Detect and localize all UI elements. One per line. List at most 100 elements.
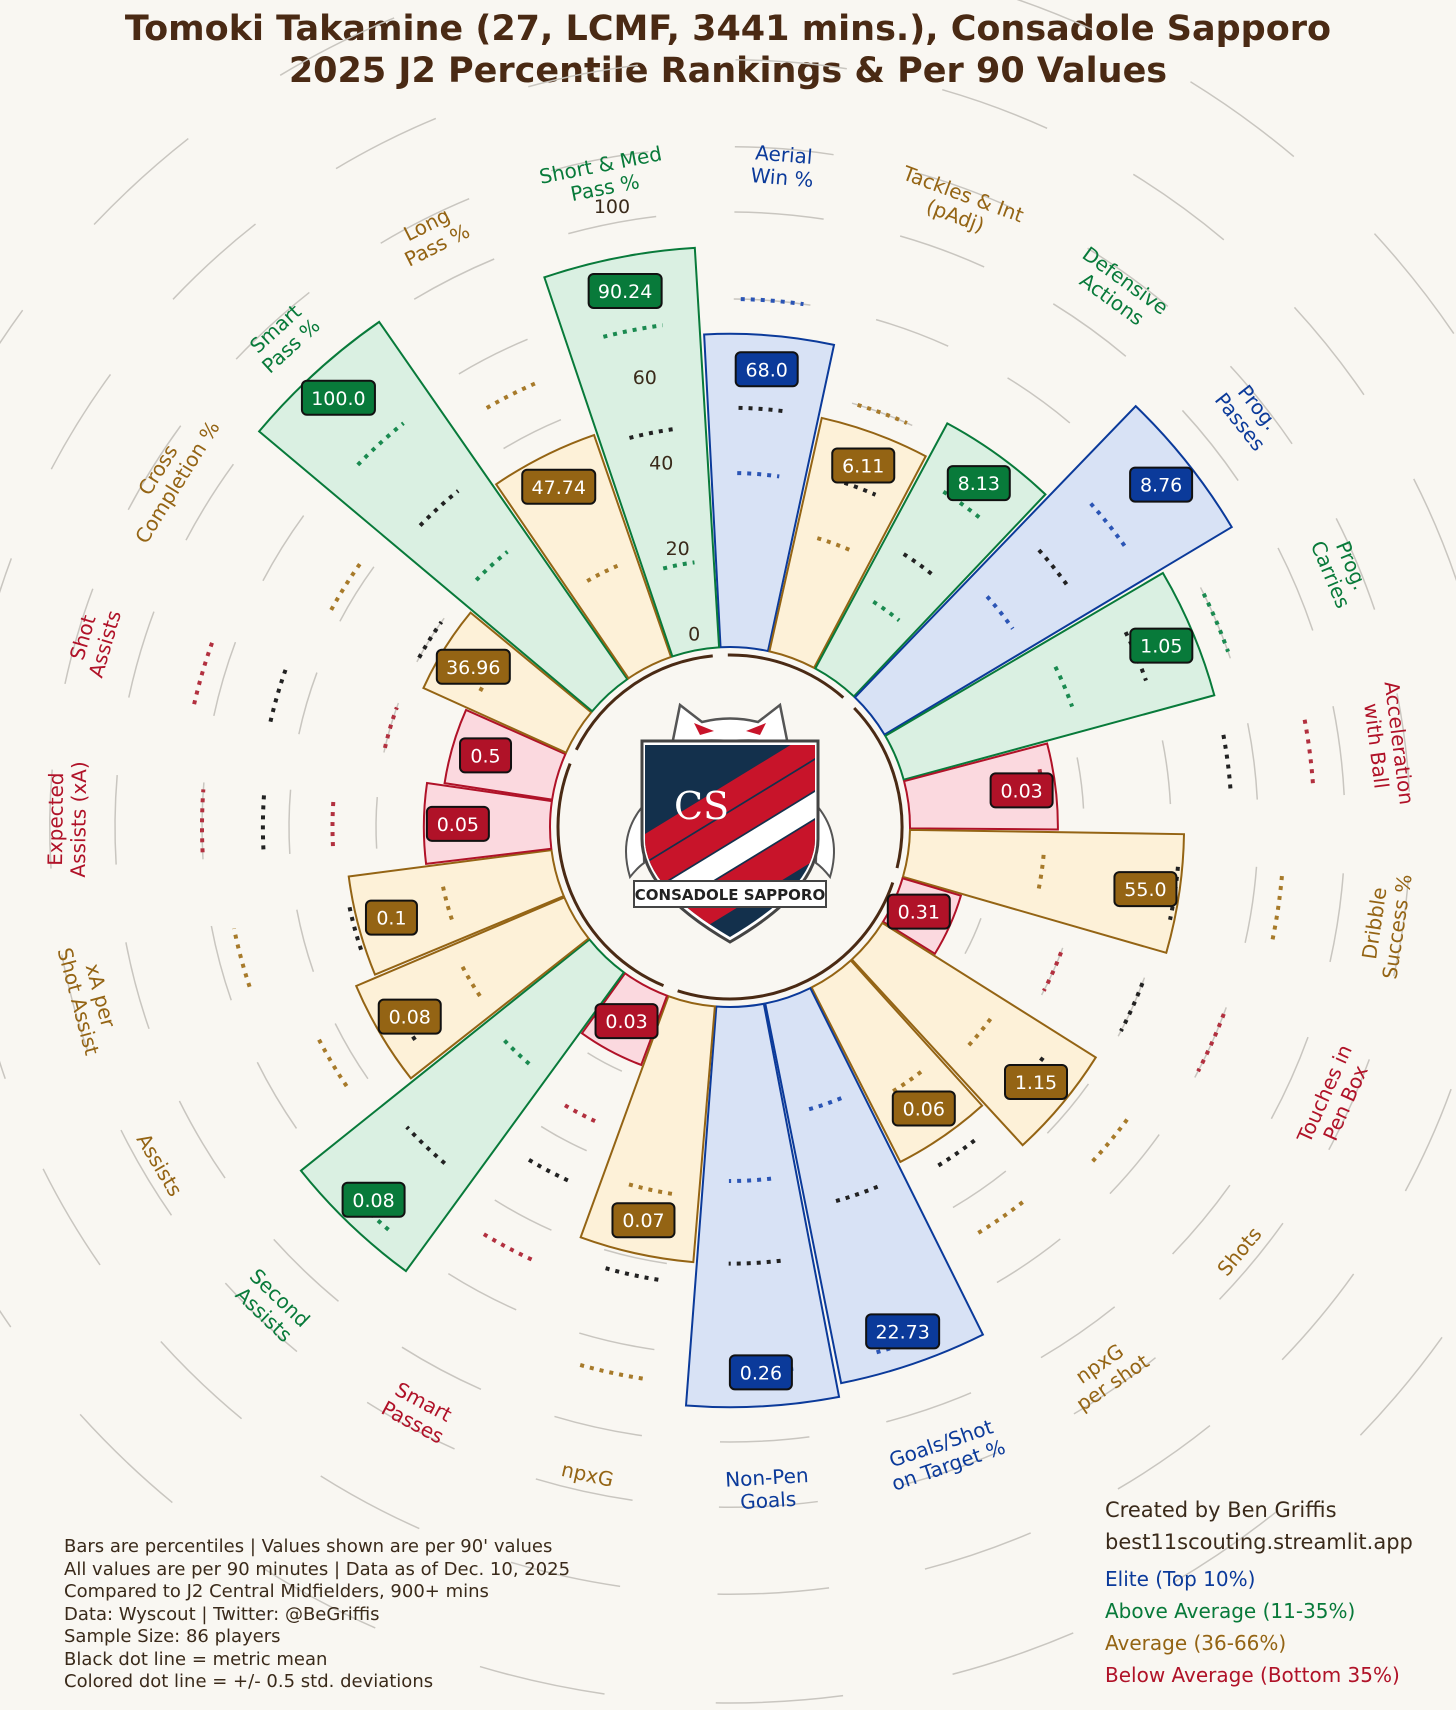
sd-dot-line bbox=[974, 1200, 1024, 1236]
grid-arc bbox=[1161, 740, 1172, 805]
grid-arc bbox=[296, 909, 315, 972]
value-text: 47.74 bbox=[532, 477, 586, 499]
grid-arc bbox=[1270, 1036, 1309, 1120]
sd-dot-line bbox=[577, 1362, 644, 1381]
sd-dot-line bbox=[330, 798, 336, 847]
grid-arc bbox=[335, 117, 437, 170]
metric-label-12: npxG bbox=[559, 1457, 616, 1492]
note-line: Colored dot line = +/- 0.5 std. deviatio… bbox=[64, 1671, 434, 1692]
sd-dot-line bbox=[459, 964, 482, 998]
grid-arc bbox=[494, 1199, 552, 1231]
grid-arc bbox=[279, 17, 395, 76]
note-line: Data: Wyscout | Twitter: @BeGriffis bbox=[64, 1603, 380, 1625]
grid-arc bbox=[1246, 723, 1259, 800]
mean-dot-line bbox=[417, 620, 444, 659]
grid-arc bbox=[554, 1415, 643, 1437]
grid-arc bbox=[719, 1436, 810, 1443]
grid-arc bbox=[64, 588, 94, 685]
grid-arc bbox=[0, 309, 24, 345]
grid-arc bbox=[1132, 173, 1225, 241]
grid-arc bbox=[528, 64, 639, 88]
grid-arc bbox=[735, 59, 847, 70]
grid-arc bbox=[224, 1282, 298, 1353]
grid-arc bbox=[235, 291, 310, 360]
sd-dot-line bbox=[1089, 502, 1129, 550]
grid-arc bbox=[1244, 866, 1258, 943]
group-arc bbox=[556, 763, 665, 988]
group-arc bbox=[677, 882, 895, 1001]
sd-dot-line bbox=[1201, 592, 1230, 653]
chart-title: Tomoki Takamine (27, LCMF, 3441 mins.), … bbox=[0, 8, 1456, 92]
grid-arc bbox=[49, 769, 53, 869]
grid-arc bbox=[899, 235, 985, 268]
mean-dot-line bbox=[628, 426, 677, 440]
grid-arc bbox=[1218, 1222, 1284, 1300]
note-line: Bars are percentiles | Values shown are … bbox=[64, 1536, 553, 1557]
note-line: All values are per 90 minutes | Data as … bbox=[64, 1558, 571, 1580]
grid-arc bbox=[964, 917, 982, 955]
note-line: Black dot line = metric mean bbox=[64, 1648, 328, 1670]
credit-website: best11scouting.streamlit.app bbox=[1105, 1530, 1413, 1554]
sd-dot-line bbox=[440, 885, 454, 921]
value-text: 0.03 bbox=[605, 1011, 647, 1033]
tier-legend: Elite (Top 10%) Above Average (11-35%) A… bbox=[1105, 1563, 1400, 1691]
sd-dot-line bbox=[662, 560, 695, 571]
sd-dot-line bbox=[1270, 875, 1284, 942]
sd-dot-line bbox=[872, 600, 901, 622]
footnotes: Bars are percentiles | Values shown are … bbox=[64, 1536, 570, 1694]
bar-11 bbox=[684, 1002, 841, 1409]
radial-tick-60: 60 bbox=[633, 367, 657, 389]
grid-arc bbox=[875, 318, 949, 347]
sd-dot-line bbox=[200, 789, 206, 853]
bar-16 bbox=[347, 849, 566, 976]
grid-arc bbox=[1277, 547, 1314, 631]
grid-arc bbox=[114, 774, 118, 865]
grid-arc bbox=[952, 1632, 1074, 1675]
grid-arc bbox=[568, 215, 657, 235]
grid-arc bbox=[902, 1452, 997, 1486]
mean-dot-line bbox=[934, 1138, 976, 1169]
reference-dot-lines bbox=[192, 297, 1316, 1381]
grid-arc bbox=[1109, 1134, 1160, 1195]
value-label-8: 1.15 bbox=[1004, 1063, 1069, 1100]
value-label-4: 1.05 bbox=[1129, 627, 1194, 664]
sd-dot-line bbox=[964, 1017, 993, 1050]
grid-arc bbox=[1076, 757, 1085, 809]
metric-label-text: Shots bbox=[1212, 1222, 1266, 1280]
value-text: 100.0 bbox=[311, 388, 365, 410]
value-text: 90.24 bbox=[598, 281, 652, 303]
value-label-7: 0.31 bbox=[886, 893, 951, 930]
sd-dot-line bbox=[1087, 1118, 1129, 1167]
sd-dot-line bbox=[232, 928, 252, 988]
grid-arc bbox=[413, 258, 495, 300]
grid-arc bbox=[1073, 1357, 1156, 1415]
grid-arc bbox=[61, 954, 89, 1051]
grid-arc bbox=[1392, 878, 1410, 977]
sd-dot-line bbox=[329, 562, 362, 611]
grid-arc bbox=[717, 1587, 830, 1595]
grid-arc bbox=[952, 1170, 1007, 1209]
bar-0 bbox=[703, 332, 836, 653]
grid-arc bbox=[0, 558, 13, 594]
grid-arc bbox=[458, 338, 528, 375]
legend-average: Average (36-66%) bbox=[1105, 1631, 1287, 1655]
grid-arc bbox=[1016, 0, 1093, 30]
sd-dot-line bbox=[500, 1036, 531, 1066]
grid-arc bbox=[535, 1478, 633, 1501]
radial-tick-40: 40 bbox=[649, 453, 673, 475]
grid-arc bbox=[210, 925, 232, 1001]
sd-dot-line bbox=[942, 489, 984, 521]
grid-arc bbox=[1373, 233, 1455, 334]
value-label-3: 8.76 bbox=[1129, 466, 1194, 503]
sd-dot-line bbox=[602, 323, 663, 339]
mean-dot-line bbox=[260, 793, 267, 850]
grid-arc bbox=[213, 641, 237, 717]
grid-arc bbox=[160, 1340, 243, 1420]
wing-right-icon bbox=[814, 804, 835, 880]
grid-arc bbox=[1281, 1273, 1355, 1361]
value-text: 8.76 bbox=[1140, 475, 1182, 497]
